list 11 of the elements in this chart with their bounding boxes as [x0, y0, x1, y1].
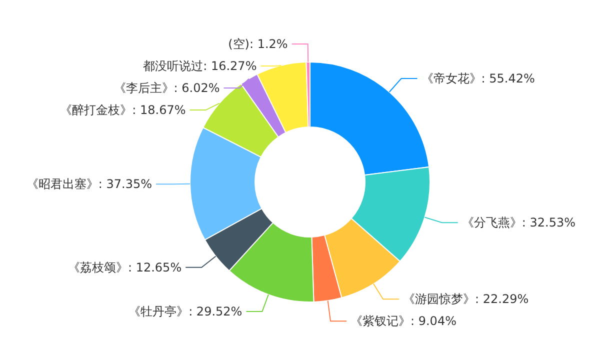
- slice-label: 《紫钗记》: 9.04%: [350, 314, 456, 328]
- slice-label: 都没听说过: 16.27%: [143, 59, 257, 74]
- slice-label: 《分飞燕》: 32.53%: [462, 216, 576, 230]
- slice-label: 《游园惊梦》: 22.29%: [403, 292, 529, 306]
- slice-label: 《牡丹亭》: 29.52%: [128, 304, 242, 318]
- slice-label: (空): 1.2%: [228, 37, 288, 52]
- slice-label: 《荔枝颂》: 12.65%: [68, 260, 182, 274]
- slice-label: 《昭君出塞》: 37.35%: [26, 177, 152, 192]
- slice-label: 《帝女花》: 55.42%: [421, 71, 535, 86]
- slice-label: 《李后主》: 6.02%: [114, 81, 220, 96]
- slice-label: 《醉打金枝》: 18.67%: [60, 103, 186, 118]
